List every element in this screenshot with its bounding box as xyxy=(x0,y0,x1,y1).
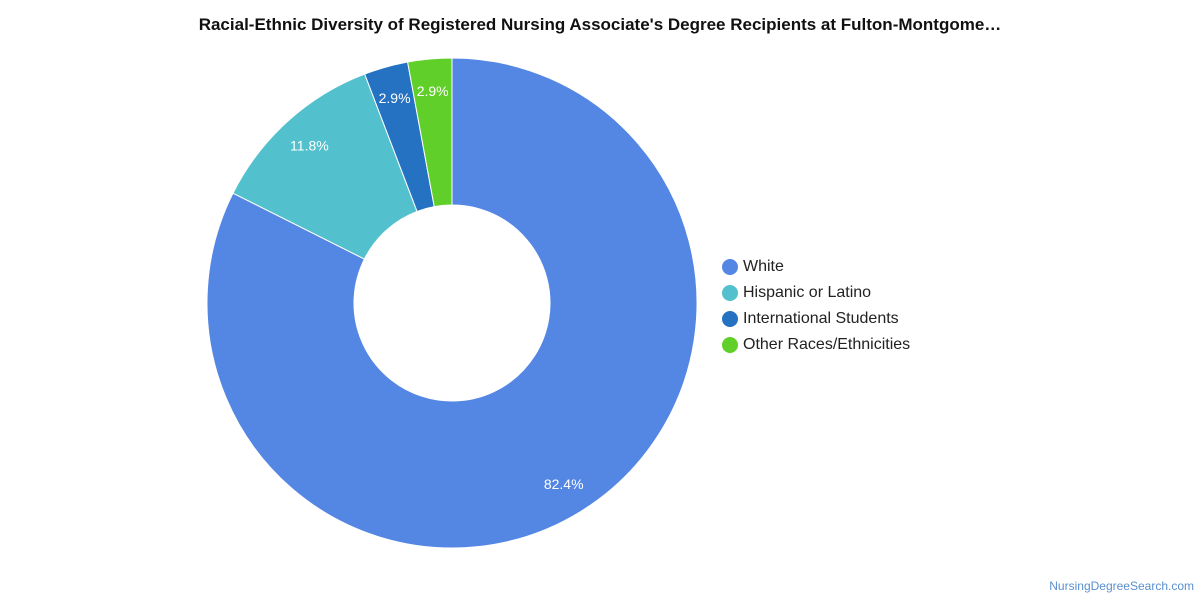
legend-label: White xyxy=(743,258,784,275)
slice-other-races-ethnicities[interactable] xyxy=(407,57,453,208)
source-credit-link[interactable]: NursingDegreeSearch.com xyxy=(1049,579,1194,593)
legend-item-hispanic-or-latino[interactable]: Hispanic or Latino xyxy=(722,280,1042,306)
legend-swatch-icon xyxy=(722,337,738,353)
legend-label: International Students xyxy=(743,310,899,327)
slice-hispanic-or-latino[interactable] xyxy=(232,73,418,260)
slice-label-white: 82.4% xyxy=(544,476,584,492)
legend-item-white[interactable]: White xyxy=(722,254,1042,280)
chart-legend: White Hispanic or Latino International Stu… xyxy=(722,254,1042,358)
legend-swatch-icon xyxy=(722,259,738,275)
slice-white[interactable] xyxy=(206,57,698,549)
slice-label-hispanic-or-latino: 11.8% xyxy=(290,137,329,153)
slice-label-international-students: 2.9% xyxy=(379,90,411,106)
chart-title: Racial-Ethnic Diversity of Registered Nu… xyxy=(198,15,1002,34)
slice-label-other-races-ethnicities: 2.9% xyxy=(417,83,449,99)
legend-swatch-icon xyxy=(722,311,738,327)
legend-swatch-icon xyxy=(722,285,738,301)
legend-item-international-students[interactable]: International Students xyxy=(722,306,1042,332)
legend-label: Other Races/Ethnicities xyxy=(743,336,911,353)
legend-item-other-races-ethnicities[interactable]: Other Races/Ethnicities xyxy=(722,332,1042,358)
legend-label: Hispanic or Latino xyxy=(743,284,872,301)
